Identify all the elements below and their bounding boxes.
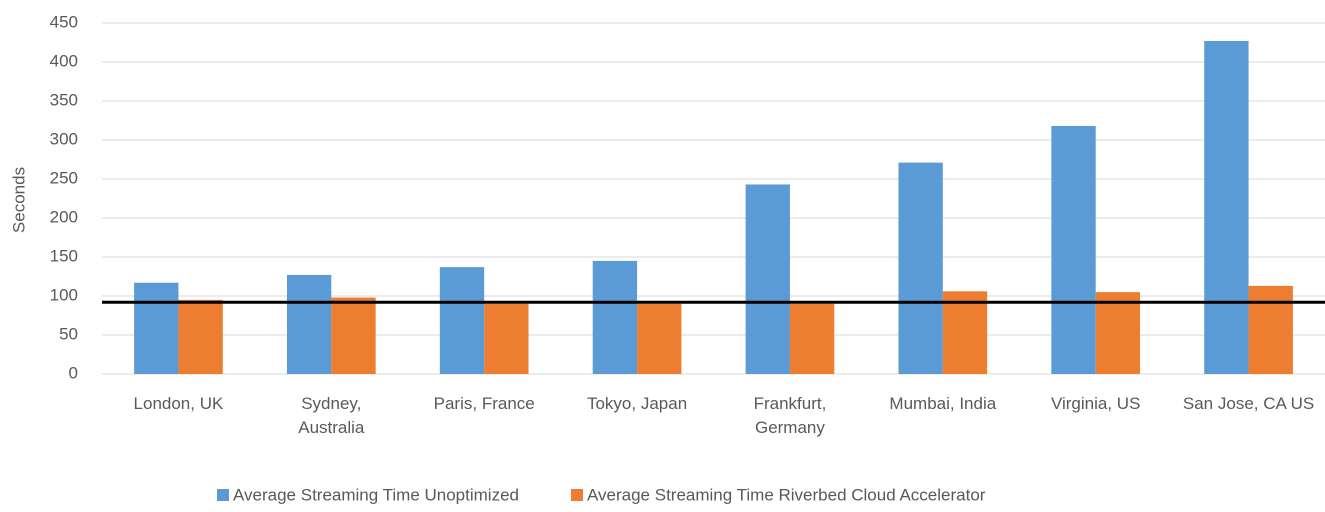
y-tick-label: 100 <box>50 285 78 304</box>
x-tick-label: San Jose, CA US <box>1182 394 1315 413</box>
bar <box>637 303 682 374</box>
legend-label: Average Streaming Time Unoptimized <box>233 485 519 504</box>
legend-label: Average Streaming Time Riverbed Cloud Ac… <box>587 485 986 504</box>
bar <box>178 299 223 374</box>
bar <box>745 184 790 374</box>
legend-swatch <box>217 489 229 501</box>
x-tick-label: Paris, France <box>433 394 535 413</box>
x-tick-label: Tokyo, Japan <box>586 394 688 413</box>
x-tick-label: Virginia, US <box>1050 394 1141 413</box>
bar <box>1095 292 1141 374</box>
y-tick-label: 400 <box>50 51 78 70</box>
bar <box>789 303 835 374</box>
bar <box>134 282 179 374</box>
bar <box>1204 40 1249 374</box>
bar <box>286 274 332 374</box>
x-tick-label: London, UK <box>133 394 224 413</box>
x-tick-label: Frankfurt, Germany <box>753 394 827 437</box>
bar <box>942 291 988 374</box>
legend-swatch <box>571 489 583 501</box>
y-tick-label: 450 <box>50 12 78 31</box>
y-tick-label: 0 <box>69 363 78 382</box>
bar <box>331 297 376 374</box>
y-tick-label: 50 <box>59 324 78 343</box>
bar <box>1051 125 1096 375</box>
bar <box>439 267 485 374</box>
y-axis-title: Seconds <box>9 167 28 233</box>
x-tick-label: Mumbai, India <box>889 394 997 413</box>
bar <box>484 303 529 374</box>
bar <box>592 260 638 374</box>
y-tick-label: 200 <box>50 207 78 226</box>
bar <box>898 162 943 374</box>
y-tick-label: 150 <box>50 246 78 265</box>
bar <box>1248 285 1293 374</box>
y-tick-label: 350 <box>50 90 78 109</box>
y-tick-label: 250 <box>50 168 78 187</box>
y-tick-label: 300 <box>50 129 78 148</box>
x-tick-label: Sydney, Australia <box>298 394 365 437</box>
